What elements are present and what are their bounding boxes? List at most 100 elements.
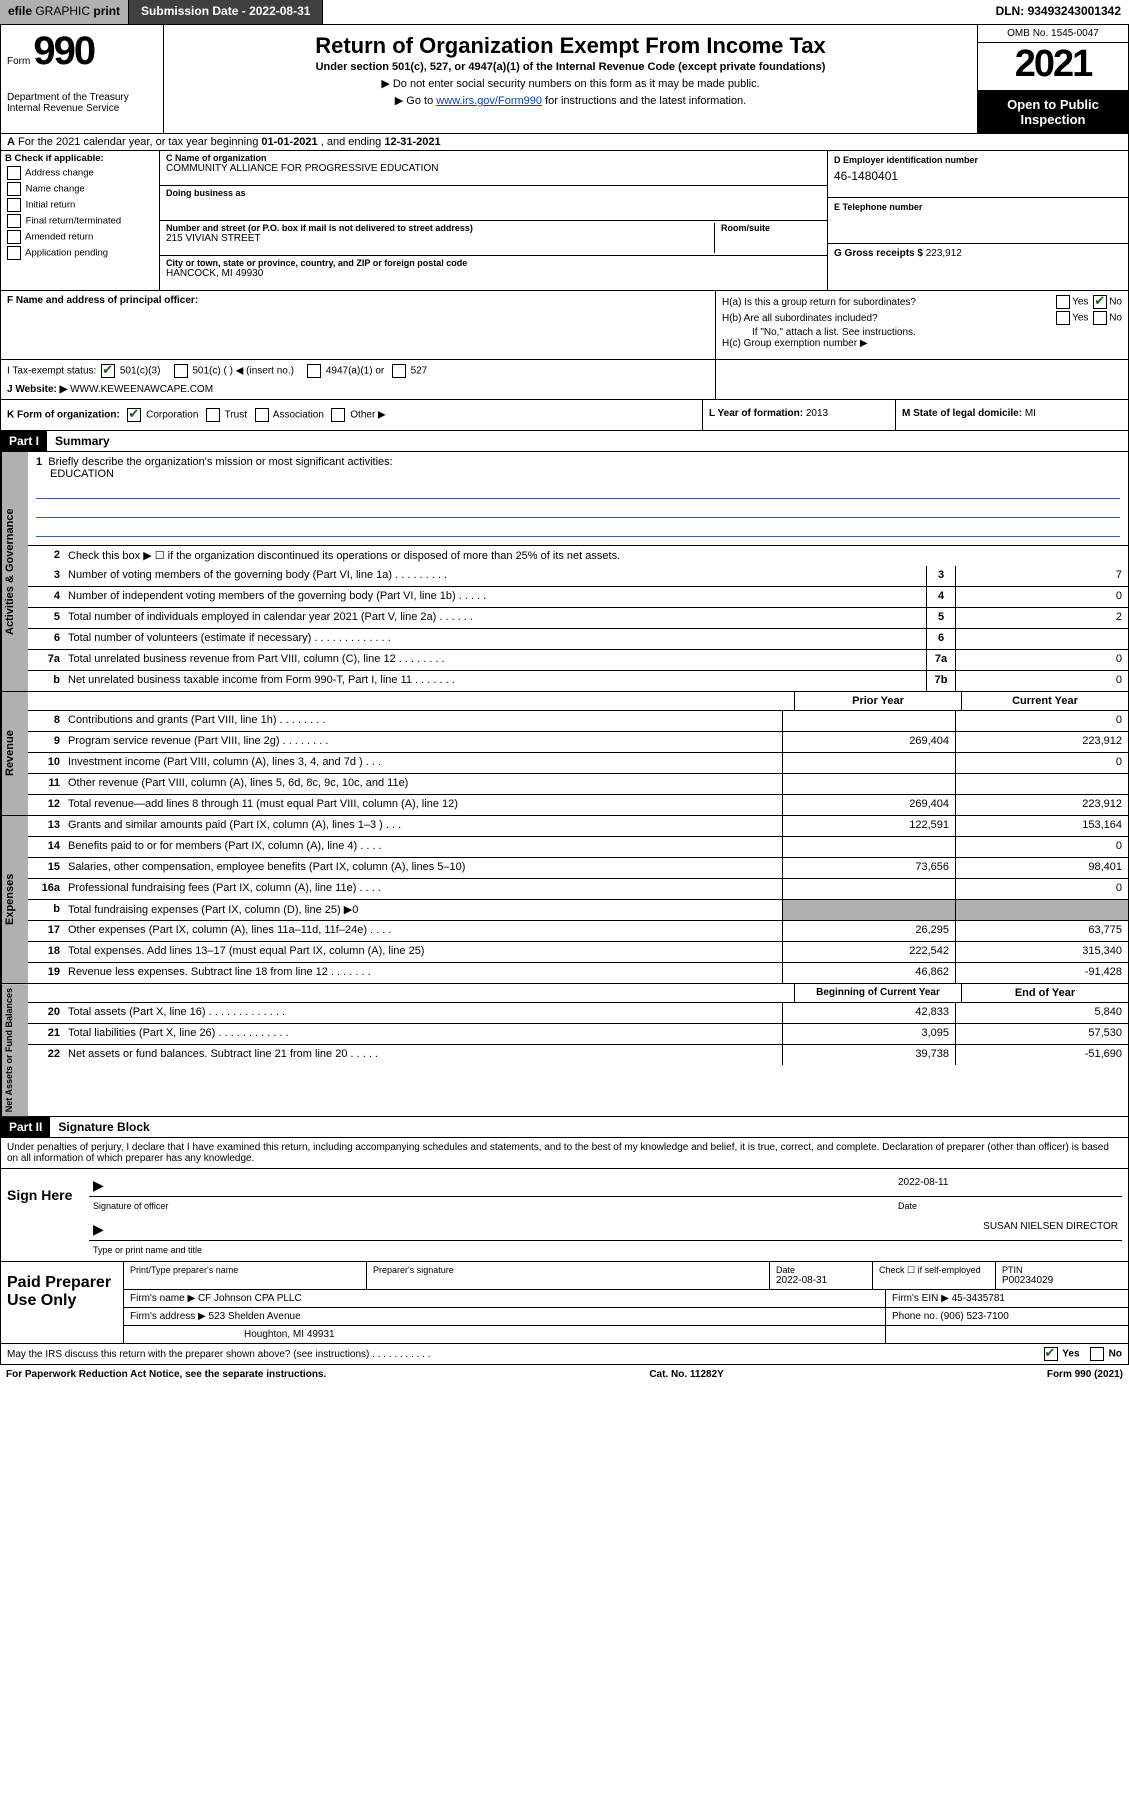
officer-sig-line: ▶ 2022-08-11: [89, 1175, 1122, 1197]
line-2: 2 Check this box ▶ ☐ if the organization…: [28, 546, 1128, 566]
firm-phone: (906) 523-7100: [940, 1311, 1008, 1322]
h-c: H(c) Group exemption number ▶: [722, 338, 1122, 349]
rev-body: Prior Year Current Year 8Contributions a…: [28, 692, 1128, 815]
summary-line: bNet unrelated business taxable income f…: [28, 671, 1128, 691]
sig-date: 2022-08-11: [898, 1177, 1118, 1194]
vtab-expenses: Expenses: [1, 816, 28, 983]
cb-name-change[interactable]: Name change: [5, 182, 155, 196]
part1-bar: Part I: [1, 431, 47, 451]
summary-line: bTotal fundraising expenses (Part IX, co…: [28, 900, 1128, 921]
cb-ha-yes[interactable]: [1056, 295, 1070, 309]
print-link[interactable]: print: [93, 4, 120, 18]
submission-date-button[interactable]: Submission Date - 2022-08-31: [129, 0, 323, 24]
instr-1: ▶ Do not enter social security numbers o…: [172, 77, 969, 90]
summary-line: 8Contributions and grants (Part VIII, li…: [28, 711, 1128, 732]
part1-gov: Activities & Governance 1 Briefly descri…: [0, 452, 1129, 692]
row-klm: K Form of organization: Corporation Trus…: [0, 400, 1129, 431]
vtab-governance: Activities & Governance: [1, 452, 28, 691]
na-header: Beginning of Current Year End of Year: [28, 984, 1128, 1003]
cb-hb-yes[interactable]: [1056, 311, 1070, 325]
row-ij: I Tax-exempt status: 501(c)(3) 501(c) ( …: [0, 360, 1129, 400]
cb-trust[interactable]: [206, 408, 220, 422]
part2-header: Part II Signature Block: [0, 1117, 1129, 1138]
h-a: H(a) Is this a group return for subordin…: [722, 295, 1122, 309]
current-year-label: Current Year: [961, 692, 1128, 710]
cb-discuss-no[interactable]: [1090, 1347, 1104, 1361]
cb-other[interactable]: [331, 408, 345, 422]
city-state-zip: HANCOCK, MI 49930: [166, 268, 821, 279]
paperwork-notice: For Paperwork Reduction Act Notice, see …: [6, 1369, 326, 1380]
exp-body: 13Grants and similar amounts paid (Part …: [28, 816, 1128, 983]
year-formation: L Year of formation: 2013: [702, 400, 895, 430]
summary-line: 7aTotal unrelated business revenue from …: [28, 650, 1128, 671]
irs-discuss-row: May the IRS discuss this return with the…: [0, 1344, 1129, 1365]
declaration: Under penalties of perjury, I declare th…: [0, 1138, 1129, 1169]
cb-corporation[interactable]: [127, 408, 141, 422]
dept-label: Department of the Treasury Internal Reve…: [7, 92, 157, 114]
form-year-box: OMB No. 1545-0047 2021 Open to Public In…: [978, 25, 1128, 133]
street-address: 215 VIVIAN STREET: [166, 233, 714, 244]
form-header: Form 990 Department of the Treasury Inte…: [0, 25, 1129, 134]
irs-link[interactable]: www.irs.gov/Form990: [436, 95, 542, 107]
cb-final-return[interactable]: Final return/terminated: [5, 214, 155, 228]
omb-num: OMB No. 1545-0047: [978, 25, 1128, 43]
self-employed-check[interactable]: Check ☐ if self-employed: [873, 1262, 996, 1289]
eoy-label: End of Year: [961, 984, 1128, 1002]
vtab-revenue: Revenue: [1, 692, 28, 815]
prep-date: 2022-08-31: [776, 1275, 866, 1286]
row-fh: F Name and address of principal officer:…: [0, 291, 1129, 360]
hb-note: If "No," attach a list. See instructions…: [722, 327, 1122, 338]
dba-row: Doing business as: [160, 186, 827, 221]
officer-name-line: ▶ SUSAN NIELSEN DIRECTOR: [89, 1219, 1122, 1241]
footer: For Paperwork Reduction Act Notice, see …: [0, 1365, 1129, 1384]
summary-line: 10Investment income (Part VIII, column (…: [28, 753, 1128, 774]
summary-line: 6Total number of volunteers (estimate if…: [28, 629, 1128, 650]
form-title-box: Return of Organization Exempt From Incom…: [164, 25, 978, 133]
cb-initial-return[interactable]: Initial return: [5, 198, 155, 212]
summary-line: 11Other revenue (Part VIII, column (A), …: [28, 774, 1128, 795]
na-body: Beginning of Current Year End of Year 20…: [28, 984, 1128, 1116]
summary-line: 4Number of independent voting members of…: [28, 587, 1128, 608]
state-domicile: M State of legal domicile: MI: [895, 400, 1128, 430]
summary-line: 22Net assets or fund balances. Subtract …: [28, 1045, 1128, 1065]
ptin: P00234029: [1002, 1275, 1122, 1286]
part2-bar: Part II: [1, 1117, 50, 1137]
cb-amended[interactable]: Amended return: [5, 230, 155, 244]
preparer-row-3: Firm's address ▶ 523 Shelden Avenue Phon…: [124, 1308, 1128, 1326]
gross-receipts-row: G Gross receipts $ 223,912: [828, 244, 1128, 290]
rev-header: Prior Year Current Year: [28, 692, 1128, 711]
summary-line: 5Total number of individuals employed in…: [28, 608, 1128, 629]
cb-527[interactable]: [392, 364, 406, 378]
summary-line: 15Salaries, other compensation, employee…: [28, 858, 1128, 879]
city-row: City or town, state or province, country…: [160, 256, 827, 290]
summary-line: 20Total assets (Part X, line 16) . . . .…: [28, 1003, 1128, 1024]
preparer-row-4: Houghton, MI 49931: [124, 1326, 1128, 1343]
tax-exempt-status: I Tax-exempt status: 501(c)(3) 501(c) ( …: [1, 360, 716, 399]
cb-application-pending[interactable]: Application pending: [5, 246, 155, 260]
telephone-row: E Telephone number: [828, 198, 1128, 245]
row-h: H(a) Is this a group return for subordin…: [716, 291, 1128, 359]
cb-501c3[interactable]: [101, 364, 115, 378]
header-fields: B Check if applicable: Address change Na…: [0, 151, 1129, 291]
part1-na: Net Assets or Fund Balances Beginning of…: [0, 984, 1129, 1117]
summary-line: 18Total expenses. Add lines 13–17 (must …: [28, 942, 1128, 963]
col-c: C Name of organization COMMUNITY ALLIANC…: [160, 151, 828, 290]
sign-here-label: Sign Here: [1, 1169, 83, 1221]
cb-hb-no[interactable]: [1093, 311, 1107, 325]
cb-address-change[interactable]: Address change: [5, 166, 155, 180]
boc-label: Beginning of Current Year: [794, 984, 961, 1002]
form-footer: Form 990 (2021): [1047, 1369, 1123, 1380]
summary-line: 21Total liabilities (Part X, line 26) . …: [28, 1024, 1128, 1045]
gross-receipts: 223,912: [926, 248, 962, 259]
cb-4947[interactable]: [307, 364, 321, 378]
col-b-checkboxes: B Check if applicable: Address change Na…: [1, 151, 160, 290]
cb-ha-no[interactable]: [1093, 295, 1107, 309]
summary-line: 9Program service revenue (Part VIII, lin…: [28, 732, 1128, 753]
org-name: COMMUNITY ALLIANCE FOR PROGRESSIVE EDUCA…: [166, 163, 821, 174]
cb-discuss-yes[interactable]: [1044, 1347, 1058, 1361]
cb-association[interactable]: [255, 408, 269, 422]
cb-501c[interactable]: [174, 364, 188, 378]
spacer: [323, 0, 987, 24]
preparer-row-1: Print/Type preparer's name Preparer's si…: [124, 1262, 1128, 1290]
summary-line: 19Revenue less expenses. Subtract line 1…: [28, 963, 1128, 983]
